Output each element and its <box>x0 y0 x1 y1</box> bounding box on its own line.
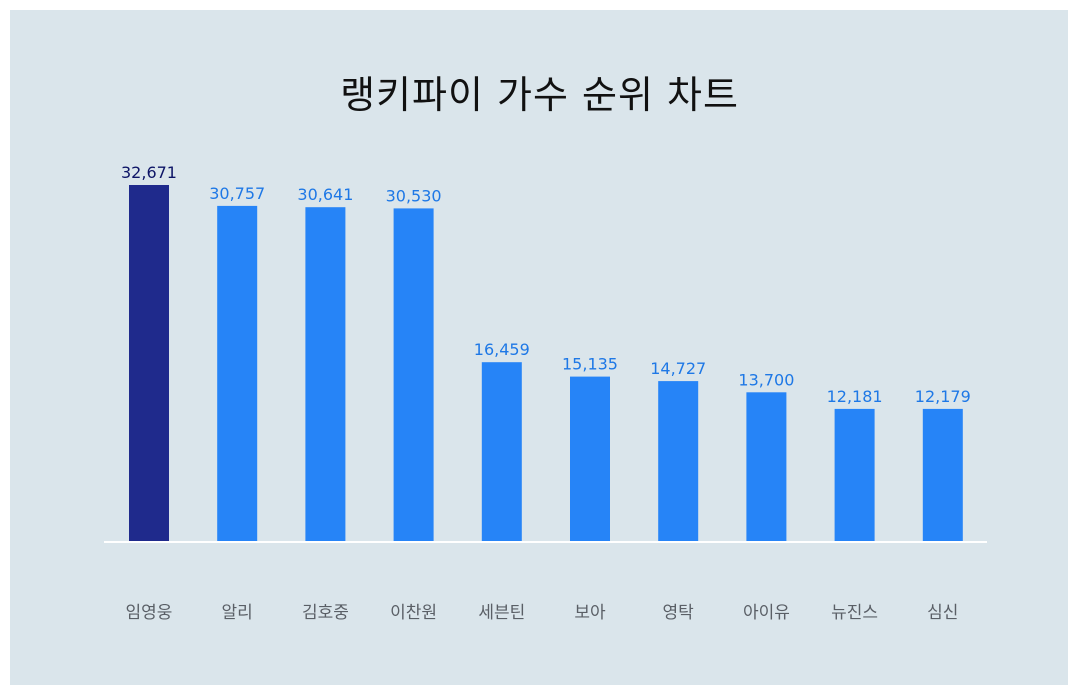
category-label-2: 김호중 <box>302 603 349 623</box>
bar-6 <box>658 381 699 542</box>
bar-7 <box>746 392 787 542</box>
bar-value-label-9: 12,179 <box>915 387 971 406</box>
category-label-1: 알리 <box>222 603 253 623</box>
bar-value-label-0: 32,671 <box>121 163 177 182</box>
chart-panel <box>10 10 1068 685</box>
bar-value-label-4: 16,459 <box>474 340 530 359</box>
bar-value-label-7: 13,700 <box>738 370 794 389</box>
chart-title: 랭키파이 가수 순위 차트 <box>340 73 739 117</box>
bar-0 <box>129 185 169 542</box>
bar-value-label-3: 30,530 <box>386 186 442 205</box>
category-label-5: 보아 <box>574 603 606 623</box>
category-label-6: 영탁 <box>663 603 695 623</box>
bar-1 <box>217 205 258 542</box>
bars-layer: 32,671 임영웅 30,757 알리 30,641 김호중 30,530 이찬원 16,45… <box>121 163 971 623</box>
bar-value-label-5: 15,135 <box>562 355 618 374</box>
bar-5 <box>570 376 610 542</box>
category-label-3: 이찬원 <box>390 603 437 623</box>
category-label-4: 세븐틴 <box>478 603 525 623</box>
bar-8 <box>834 408 875 542</box>
bar-value-label-8: 12,181 <box>827 387 883 406</box>
category-label-8: 뉴진스 <box>831 603 878 623</box>
bar-value-label-2: 30,641 <box>297 185 353 204</box>
bar-value-label-6: 14,727 <box>650 359 706 378</box>
bar-4 <box>481 362 522 542</box>
bar-9 <box>922 408 963 542</box>
bar-value-label-1: 30,757 <box>209 184 265 203</box>
category-label-7: 아이유 <box>743 603 790 623</box>
bar-3 <box>393 208 434 542</box>
category-label-0: 임영웅 <box>126 603 173 623</box>
category-label-9: 심신 <box>927 603 958 623</box>
bar-2 <box>305 207 346 542</box>
